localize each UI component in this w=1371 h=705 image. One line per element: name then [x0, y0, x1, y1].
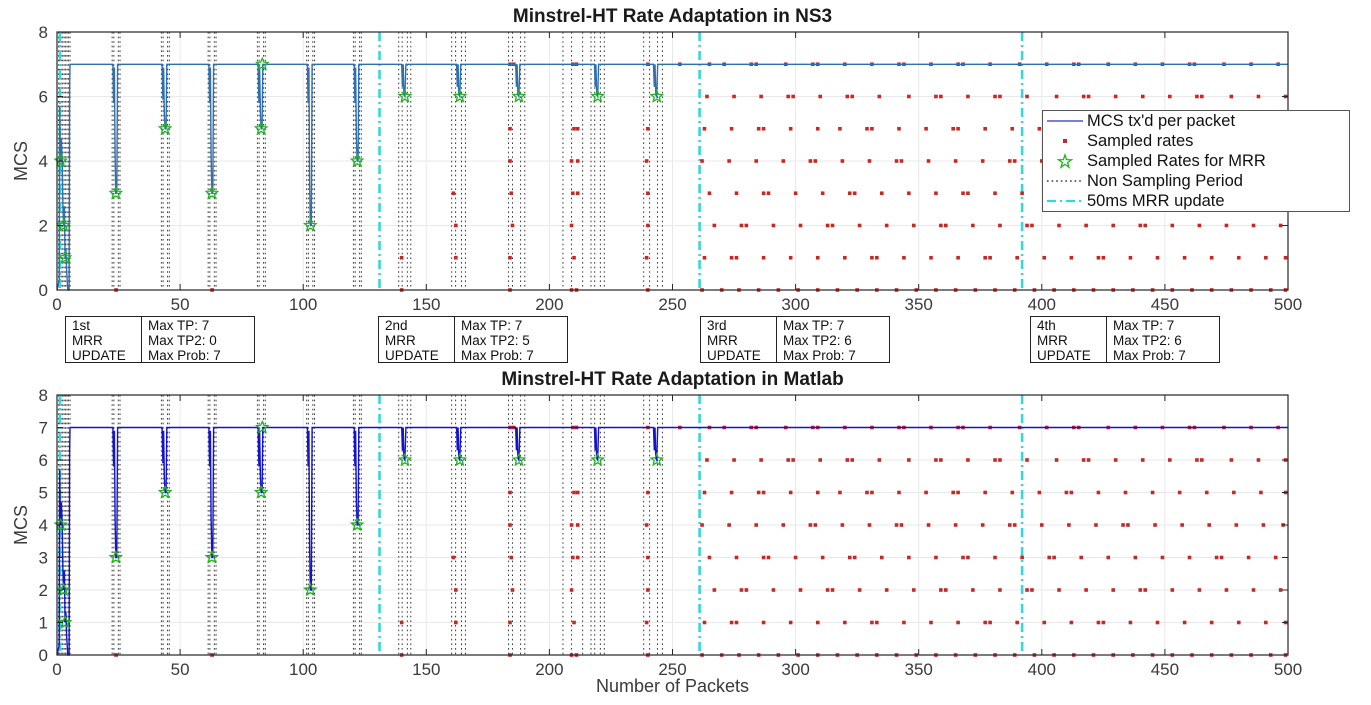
mrr-update-values: Max TP: 7 Max TP2: 5 Max Prob: 7 — [461, 318, 534, 363]
mrr-update-box-3: 3rd MRR UPDATE Max TP: 7 Max TP2: 6 Max … — [700, 316, 890, 363]
svg-text:150: 150 — [412, 660, 440, 679]
svg-text:350: 350 — [905, 295, 933, 314]
matlab-y-axis-label: MCS — [11, 505, 31, 545]
black-dotted-line-icon — [1043, 178, 1087, 184]
svg-text:450: 450 — [1151, 660, 1179, 679]
legend: MCS tx'd per packet Sampled rates Sample… — [1042, 110, 1350, 212]
mrr-update-values: Max TP: 7 Max TP2: 6 Max Prob: 7 — [783, 318, 856, 363]
svg-text:450: 450 — [1151, 295, 1179, 314]
svg-text:6: 6 — [39, 88, 48, 107]
mcs-line — [56, 63, 1288, 291]
svg-text:0: 0 — [52, 295, 61, 314]
svg-text:150: 150 — [412, 295, 440, 314]
svg-text:8: 8 — [39, 388, 48, 405]
mrr-update-ordinal: 1st MRR UPDATE — [66, 317, 142, 363]
mrr-update-box-4: 4th MRR UPDATE Max TP: 7 Max TP2: 6 Max … — [1030, 316, 1220, 363]
mrr-update-box-1: 1st MRR UPDATE Max TP: 7 Max TP2: 0 Max … — [65, 316, 255, 363]
x-axis-label: Number of Packets — [595, 676, 750, 696]
matlab-chart: 0 50 100 150 200 250 300 350 400 450 500 0 1 2 3 4 5 6 7 8 — [39, 388, 1303, 679]
svg-text:4: 4 — [39, 516, 48, 535]
matlab-chart-title: Minstrel-HT Rate Adaptation in Matlab — [501, 369, 844, 390]
red-dot-icon — [1043, 137, 1087, 145]
x-axis-tick-labels: 0 50 100 150 200 250 300 350 400 450 500 — [52, 295, 1302, 314]
mcs-line — [56, 426, 1288, 656]
svg-text:200: 200 — [535, 295, 563, 314]
svg-text:6: 6 — [39, 451, 48, 470]
mrr-update-ordinal: 3rd MRR UPDATE — [701, 317, 777, 363]
svg-text:50: 50 — [171, 295, 190, 314]
ns3-chart-title: Minstrel-HT Rate Adaptation in NS3 — [512, 6, 833, 27]
ns3-y-axis-label: MCS — [11, 141, 31, 181]
svg-text:0: 0 — [52, 660, 61, 679]
green-star-icon — [1043, 153, 1087, 169]
svg-text:0: 0 — [39, 281, 48, 300]
blue-line-icon — [1043, 118, 1087, 124]
svg-text:350: 350 — [905, 660, 933, 679]
mrr-update-ordinal: 4th MRR UPDATE — [1031, 317, 1107, 363]
legend-item-non-sampling: Non Sampling Period — [1043, 171, 1349, 191]
legend-label: 50ms MRR update — [1087, 191, 1225, 210]
mrr-sample-stars — [53, 419, 665, 629]
legend-item-mrr-update: 50ms MRR update — [1043, 191, 1349, 211]
svg-text:300: 300 — [781, 660, 809, 679]
mrr-sample-stars — [53, 56, 665, 265]
axis-ticks — [56, 394, 1289, 656]
legend-label: MCS tx'd per packet — [1087, 111, 1236, 130]
legend-label: Sampled rates — [1087, 131, 1194, 150]
svg-text:400: 400 — [1028, 660, 1056, 679]
legend-item-sampled-rates: Sampled rates — [1043, 131, 1349, 151]
svg-text:250: 250 — [658, 660, 686, 679]
legend-label: Non Sampling Period — [1087, 171, 1243, 190]
svg-text:250: 250 — [658, 295, 686, 314]
x-axis-tick-labels: 0 50 100 150 200 250 300 350 400 450 500 — [52, 660, 1302, 679]
legend-label: Sampled Rates for MRR — [1087, 151, 1266, 170]
svg-text:4: 4 — [39, 152, 48, 171]
cyan-dashdot-line-icon — [1043, 198, 1087, 204]
y-axis-tick-labels: 0 2 4 6 8 — [39, 23, 48, 300]
legend-item-mcs-line: MCS tx'd per packet — [1043, 111, 1349, 131]
svg-text:1: 1 — [39, 614, 48, 633]
svg-text:100: 100 — [289, 295, 317, 314]
svg-text:0: 0 — [39, 646, 48, 665]
svg-text:50: 50 — [171, 660, 190, 679]
mrr-update-ordinal: 2nd MRR UPDATE — [379, 317, 455, 363]
svg-text:7: 7 — [39, 419, 48, 438]
svg-text:5: 5 — [39, 484, 48, 503]
svg-text:500: 500 — [1274, 295, 1302, 314]
svg-text:100: 100 — [289, 660, 317, 679]
legend-item-mrr-stars: Sampled Rates for MRR — [1043, 151, 1349, 171]
mrr-update-values: Max TP: 7 Max TP2: 6 Max Prob: 7 — [1113, 318, 1186, 363]
mrr-update-box-2: 2nd MRR UPDATE Max TP: 7 Max TP2: 5 Max … — [378, 316, 568, 363]
y-axis-tick-labels: 0 1 2 3 4 5 6 7 8 — [39, 388, 48, 665]
svg-text:2: 2 — [39, 217, 48, 236]
svg-text:2: 2 — [39, 581, 48, 600]
svg-text:200: 200 — [535, 660, 563, 679]
svg-text:3: 3 — [39, 549, 48, 568]
svg-text:8: 8 — [39, 23, 48, 42]
svg-text:400: 400 — [1028, 295, 1056, 314]
svg-text:300: 300 — [781, 295, 809, 314]
svg-text:500: 500 — [1274, 660, 1302, 679]
mrr-update-values: Max TP: 7 Max TP2: 0 Max Prob: 7 — [148, 318, 221, 363]
